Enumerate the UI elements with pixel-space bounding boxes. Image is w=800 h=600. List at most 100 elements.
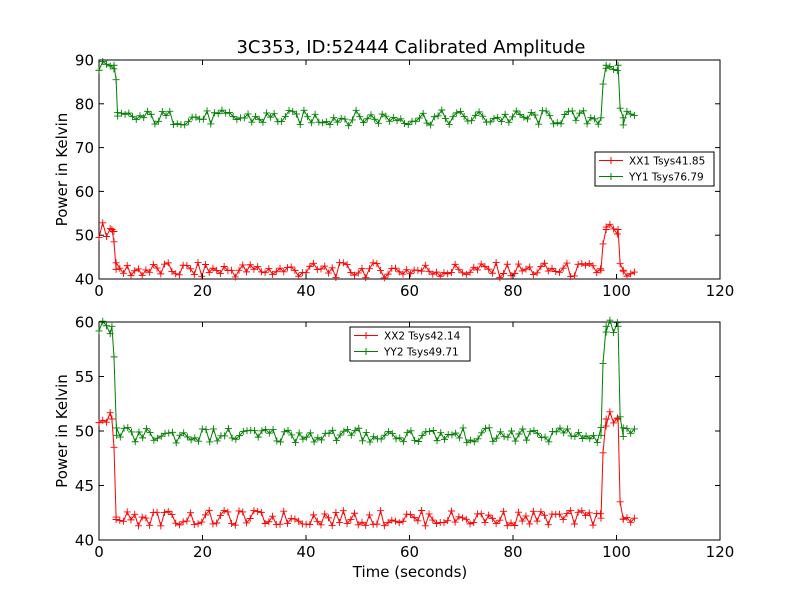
- data-point: [438, 106, 446, 114]
- data-point: [467, 436, 475, 444]
- data-point: [231, 521, 239, 529]
- data-point: [474, 435, 482, 443]
- data-point: [239, 427, 247, 435]
- data-point: [561, 110, 569, 118]
- data-point: [599, 449, 607, 457]
- data-point: [95, 419, 103, 427]
- data-point: [418, 432, 426, 440]
- data-point: [116, 516, 124, 524]
- data-point: [515, 430, 523, 438]
- data-point: [265, 518, 273, 526]
- data-point: [239, 261, 247, 269]
- data-point: [313, 517, 321, 525]
- data-point: [559, 515, 567, 523]
- data-point: [183, 433, 191, 441]
- data-point: [440, 269, 448, 277]
- data-point: [514, 260, 522, 268]
- data-point: [406, 511, 414, 519]
- data-point: [393, 117, 401, 125]
- data-point: [187, 265, 195, 273]
- data-point: [399, 517, 407, 525]
- data-point: [123, 262, 131, 270]
- data-point: [414, 438, 422, 446]
- series-yy1: [95, 57, 638, 130]
- data-point: [367, 111, 375, 119]
- data-point: [102, 60, 110, 68]
- data-point: [407, 427, 415, 435]
- series-line: [98, 410, 635, 528]
- data-point: [494, 113, 502, 121]
- x-tick-label: 60: [400, 282, 419, 300]
- data-point: [315, 118, 323, 126]
- data-point: [404, 121, 412, 129]
- data-point: [172, 270, 180, 278]
- data-point: [285, 107, 293, 115]
- data-point: [406, 270, 414, 278]
- data-point: [328, 264, 336, 272]
- data-point: [184, 118, 192, 126]
- data-point: [526, 263, 534, 271]
- data-point: [132, 115, 140, 123]
- data-point: [574, 260, 582, 268]
- legend-swatch: [599, 157, 623, 164]
- data-point: [125, 109, 133, 117]
- data-point: [574, 508, 582, 516]
- data-point: [251, 112, 259, 120]
- data-point: [548, 264, 556, 272]
- data-point: [582, 432, 590, 440]
- data-point: [377, 266, 385, 274]
- data-point: [614, 226, 622, 234]
- data-point: [462, 270, 470, 278]
- series-xx1: [95, 219, 638, 282]
- data-point: [328, 522, 336, 530]
- data-point: [418, 506, 426, 514]
- data-point: [198, 272, 206, 280]
- data-point: [131, 438, 139, 446]
- data-point: [365, 511, 373, 519]
- data-point: [606, 220, 614, 228]
- data-point: [453, 109, 461, 117]
- data-point: [414, 517, 422, 525]
- data-point: [459, 269, 467, 277]
- data-point: [213, 437, 221, 445]
- data-point: [500, 270, 508, 278]
- data-point: [95, 327, 103, 335]
- data-point: [520, 113, 528, 121]
- data-point: [516, 110, 524, 118]
- data-point: [542, 107, 550, 115]
- data-point: [616, 260, 624, 268]
- data-point: [281, 112, 289, 120]
- data-point: [496, 274, 504, 282]
- data-point: [597, 431, 605, 439]
- data-point: [433, 520, 441, 528]
- data-point: [504, 433, 512, 441]
- data-point: [509, 113, 517, 121]
- data-point: [602, 328, 610, 336]
- data-point: [462, 515, 470, 523]
- data-point: [522, 436, 530, 444]
- data-point: [567, 273, 575, 281]
- data-point: [354, 521, 362, 529]
- data-point: [541, 511, 549, 519]
- data-point: [559, 264, 567, 272]
- data-point: [283, 519, 291, 527]
- data-point: [359, 437, 367, 445]
- data-point: [221, 432, 229, 440]
- data-point: [452, 429, 460, 437]
- data-point: [108, 322, 116, 330]
- data-point: [235, 266, 243, 274]
- data-point: [314, 434, 322, 442]
- data-point: [630, 111, 638, 119]
- data-point: [369, 259, 377, 267]
- data-point: [511, 437, 519, 445]
- data-point: [463, 439, 471, 447]
- data-point: [319, 119, 327, 127]
- data-point: [165, 429, 173, 437]
- data-point: [423, 119, 431, 127]
- data-point: [522, 265, 530, 273]
- data-point: [594, 120, 602, 128]
- data-point: [190, 271, 198, 279]
- data-point: [265, 265, 273, 273]
- data-point: [261, 519, 269, 527]
- data-point: [300, 106, 308, 114]
